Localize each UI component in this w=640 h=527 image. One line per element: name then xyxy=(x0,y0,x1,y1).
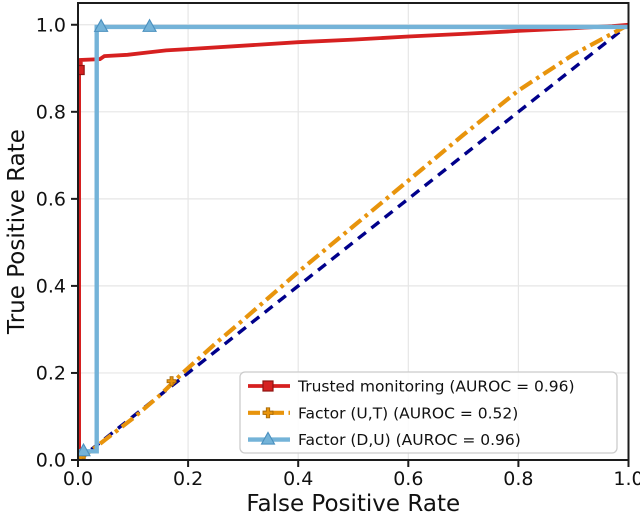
y-tick-label: 0.6 xyxy=(36,188,66,210)
series-factor-du-triangle-marker xyxy=(77,442,91,457)
legend-factor-du-triangle-marker xyxy=(260,431,276,445)
series-factor-ut-plus-marker xyxy=(166,376,177,387)
x-tick-label: 0.6 xyxy=(393,468,423,490)
legend-item-factor-du: Factor (D,U) (AUROC = 0.96) xyxy=(248,431,521,449)
legend: Trusted monitoring (AUROC = 0.96) Factor … xyxy=(239,371,618,454)
y-tick-label: 0.2 xyxy=(36,362,66,384)
legend-item-trusted-monitoring: Trusted monitoring (AUROC = 0.96) xyxy=(248,378,575,396)
x-tick-label: 0.2 xyxy=(173,468,203,490)
legend-item-factor-ut: Factor (U,T) (AUROC = 0.52) xyxy=(248,404,518,422)
axis-ticks: 0.0 0.2 0.4 0.6 0.8 1.0 0.0 0.2 0.4 0.6 0.8 1.0 xyxy=(36,14,640,490)
legend-label-factor-ut: Factor (U,T) (AUROC = 0.52) xyxy=(298,404,518,422)
x-tick-label: 0.0 xyxy=(63,468,93,490)
x-tick-label: 0.8 xyxy=(503,468,533,490)
legend-label-trusted-monitoring: Trusted monitoring (AUROC = 0.96) xyxy=(297,378,575,396)
x-tick-label: 0.4 xyxy=(283,468,313,490)
series-factor-ut-line xyxy=(77,22,630,461)
legend-label-factor-du: Factor (D,U) (AUROC = 0.96) xyxy=(298,431,521,449)
y-tick-label: 0.8 xyxy=(36,101,66,123)
y-tick-label: 0.0 xyxy=(36,450,66,472)
legend-trusted-monitoring-square-marker xyxy=(262,380,274,392)
x-tick-label: 1.0 xyxy=(613,468,640,490)
series-factor-du-triangle-marker xyxy=(142,18,157,32)
y-tick-label: 1.0 xyxy=(36,14,66,36)
y-axis-label: True Positive Rate xyxy=(4,129,30,335)
legend-factor-ut-plus-marker xyxy=(262,407,274,419)
legend-box xyxy=(239,371,618,454)
y-tick-label: 0.4 xyxy=(36,275,66,297)
plot-border xyxy=(77,2,630,461)
series-trusted-monitoring-square-marker xyxy=(77,64,85,76)
series-chance-diagonal-line xyxy=(77,23,630,461)
series-factor-du-triangle-marker xyxy=(93,18,109,32)
x-axis-label: False Positive Rate xyxy=(246,491,460,517)
